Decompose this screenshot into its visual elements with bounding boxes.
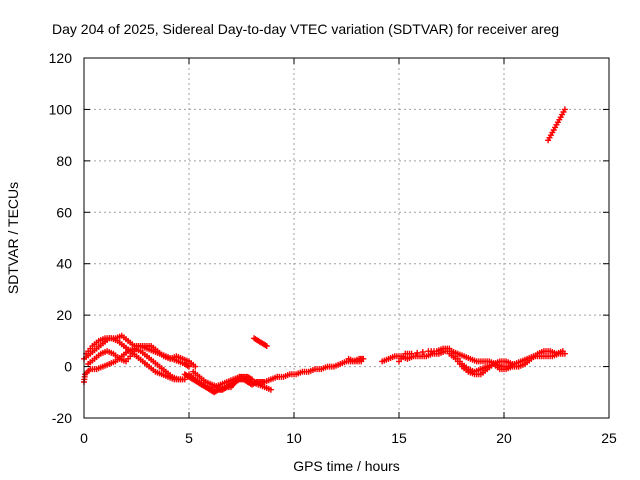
y-tick-label: 80 bbox=[56, 153, 72, 169]
series-arc-13 bbox=[446, 350, 516, 378]
data-point bbox=[408, 350, 415, 357]
x-tick-label: 25 bbox=[601, 430, 617, 446]
data-points bbox=[81, 106, 568, 396]
axis-ticks: 0 5 10 15 20 25 -20 0 20 40 60 80 100 120 bbox=[49, 50, 617, 446]
data-point bbox=[509, 361, 516, 367]
x-tick-label: 15 bbox=[391, 430, 407, 446]
y-tick-label: 60 bbox=[56, 204, 72, 220]
series-arc-14 bbox=[545, 106, 568, 144]
y-tick-label: 0 bbox=[64, 359, 72, 375]
data-point bbox=[414, 349, 421, 356]
x-tick-label: 0 bbox=[80, 430, 88, 446]
data-point bbox=[249, 376, 255, 383]
x-tick-label: 5 bbox=[185, 430, 193, 446]
series-arc-7 bbox=[190, 368, 255, 391]
y-tick-label: 20 bbox=[56, 307, 72, 323]
series-arc-10 bbox=[345, 355, 365, 365]
x-tick-label: 20 bbox=[496, 430, 512, 446]
x-tick-label: 10 bbox=[286, 430, 302, 446]
data-point bbox=[263, 343, 270, 349]
data-point bbox=[561, 106, 568, 113]
y-tick-label: 100 bbox=[49, 101, 73, 117]
chart-title: Day 204 of 2025, Sidereal Day-to-day VTE… bbox=[52, 21, 559, 37]
data-point bbox=[267, 386, 274, 393]
plot-frame bbox=[83, 57, 610, 419]
y-tick-label: 120 bbox=[49, 50, 73, 66]
y-tick-label: -20 bbox=[52, 410, 72, 426]
data-point bbox=[177, 376, 184, 383]
series-arc-4 bbox=[85, 343, 199, 370]
series-arc-3 bbox=[83, 335, 184, 383]
y-tick-label: 40 bbox=[56, 256, 72, 272]
x-axis-label: GPS time / hours bbox=[293, 458, 400, 474]
data-point bbox=[192, 363, 199, 370]
series-arc-8 bbox=[251, 335, 270, 349]
data-point bbox=[559, 348, 566, 355]
data-point bbox=[358, 358, 365, 365]
data-point bbox=[419, 349, 426, 355]
data-point bbox=[186, 363, 192, 370]
grid-lines bbox=[84, 58, 609, 418]
series-arc-12 bbox=[396, 345, 566, 375]
y-axis-label: SDTVAR / TECUs bbox=[5, 182, 21, 294]
